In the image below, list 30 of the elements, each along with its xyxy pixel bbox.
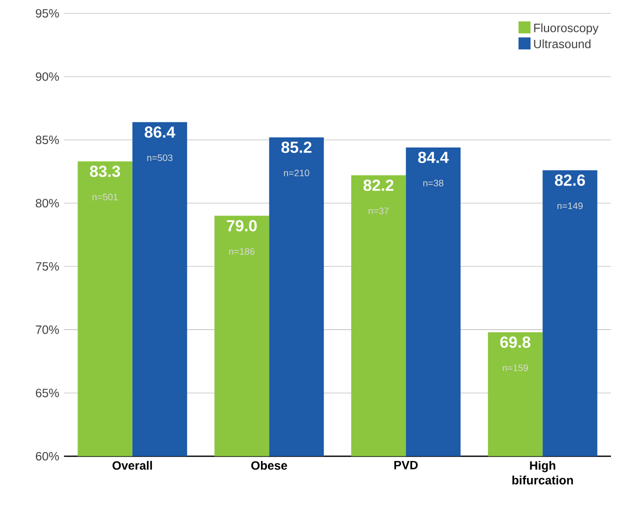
y-tick-label: 95% — [36, 9, 59, 18]
annotation: n=210 — [284, 170, 310, 176]
x-tick-label: Overall — [112, 461, 152, 470]
annotation: n=503 — [147, 154, 172, 162]
data-label: 84.4 — [418, 152, 449, 164]
data-label: 86.4 — [144, 126, 176, 138]
y-tick-label: 70% — [36, 326, 59, 334]
data-label: 79.0 — [226, 220, 257, 232]
data-label: 85.2 — [281, 142, 312, 154]
data-label: 82.2 — [363, 180, 394, 192]
data-label: 82.6 — [554, 174, 585, 186]
x-tick-label: Obese — [251, 461, 288, 470]
y-tick-label: 60% — [36, 452, 59, 461]
y-tick-label: 65% — [36, 388, 59, 398]
annotation: n=159 — [502, 364, 528, 372]
data-label: 69.8 — [500, 336, 530, 348]
y-tick-label: 85% — [36, 136, 59, 144]
y-tick-label: 90% — [36, 72, 59, 82]
legend-label: Fluoroscopy — [534, 24, 599, 35]
annotation: n=149 — [557, 202, 583, 210]
data-label: 83.3 — [90, 166, 120, 178]
x-tick-label: PVD — [394, 461, 418, 470]
annotation: n=501 — [92, 194, 118, 200]
annotation: n=186 — [229, 248, 254, 255]
y-tick-label: 75% — [36, 262, 59, 271]
y-tick-label: 80% — [36, 199, 59, 208]
annotation: n=38 — [423, 180, 444, 187]
x-tick-label: High bifurcation — [512, 461, 573, 485]
legend-label: Ultrasound — [534, 40, 590, 48]
annotation: n=37 — [368, 208, 389, 214]
